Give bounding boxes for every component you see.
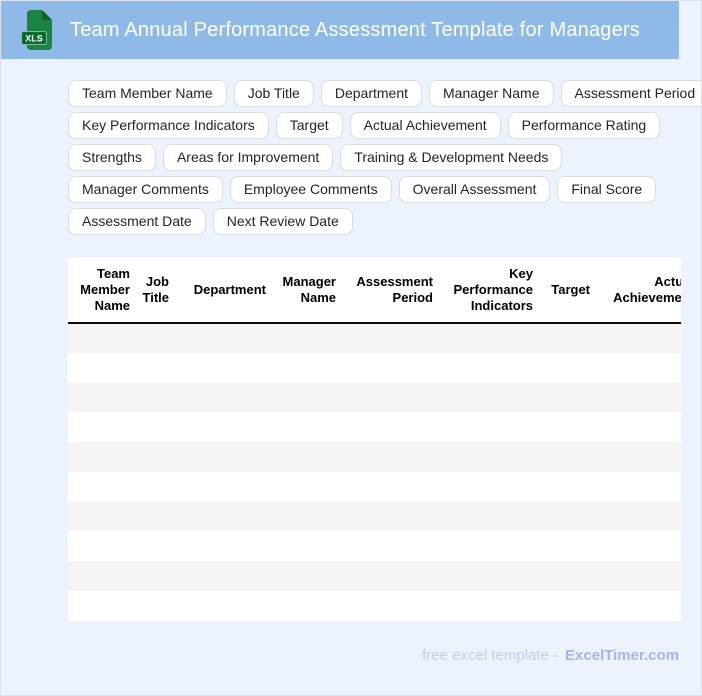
table-row — [68, 382, 681, 413]
chip-row: Strengths Areas for Improvement Training… — [68, 144, 701, 171]
chip-overall-assessment[interactable]: Overall Assessment — [398, 176, 551, 203]
table-row — [68, 590, 681, 621]
table-row — [68, 412, 681, 442]
chip-strengths[interactable]: Strengths — [68, 144, 156, 171]
col-header-team-member-name: Team Member Name — [68, 258, 133, 324]
chip-row: Assessment Date Next Review Date — [68, 208, 701, 235]
chip-manager-comments[interactable]: Manager Comments — [68, 176, 223, 203]
chip-row: Manager Comments Employee Comments Overa… — [68, 176, 701, 203]
page-title: Team Annual Performance Assessment Templ… — [70, 18, 640, 41]
chip-training-development-needs[interactable]: Training & Development Needs — [340, 144, 563, 171]
chip-next-review-date[interactable]: Next Review Date — [212, 208, 353, 235]
chip-assessment-date[interactable]: Assessment Date — [68, 208, 206, 235]
chip-areas-for-improvement[interactable]: Areas for Improvement — [162, 144, 334, 171]
table-row — [68, 561, 681, 591]
chip-row: Team Member Name Job Title Department Ma… — [68, 80, 701, 107]
col-header-target: Target — [536, 258, 593, 324]
table-row — [68, 471, 681, 502]
chip-team-member-name[interactable]: Team Member Name — [68, 80, 227, 107]
column-chip-list: Team Member Name Job Title Department Ma… — [68, 80, 701, 235]
col-header-job-title: Job Title — [133, 258, 172, 324]
chip-target[interactable]: Target — [275, 112, 343, 139]
header-bar: XLS Team Annual Performance Assessment T… — [1, 1, 679, 59]
table-row — [68, 442, 681, 472]
chip-manager-name[interactable]: Manager Name — [429, 80, 554, 107]
table-header-row: Team Member Name Job Title Department Ma… — [68, 258, 681, 324]
footer-tagline: free excel template - — [422, 647, 559, 664]
col-header-key-performance-indicators: Key Performance Indicators — [436, 258, 536, 324]
table-row — [68, 323, 681, 353]
footer: free excel template - ExcelTimer.com — [422, 647, 679, 664]
chip-performance-rating[interactable]: Performance Rating — [507, 112, 661, 139]
table-row — [68, 501, 681, 532]
chip-key-performance-indicators[interactable]: Key Performance Indicators — [68, 112, 269, 139]
chip-final-score[interactable]: Final Score — [557, 176, 657, 203]
col-header-assessment-period: Assessment Period — [339, 258, 436, 324]
col-header-department: Department — [172, 258, 269, 324]
chip-row: Key Performance Indicators Target Actual… — [68, 112, 701, 139]
chip-job-title[interactable]: Job Title — [233, 80, 314, 107]
template-preview-table: Team Member Name Job Title Department Ma… — [68, 258, 681, 621]
chip-department[interactable]: Department — [320, 80, 422, 107]
footer-brand-link[interactable]: ExcelTimer.com — [565, 647, 679, 664]
xls-icon-label: XLS — [25, 33, 43, 43]
col-header-manager-name: Manager Name — [269, 258, 339, 324]
chip-assessment-period[interactable]: Assessment Period — [560, 80, 701, 107]
table-row — [68, 352, 681, 383]
chip-actual-achievement[interactable]: Actual Achievement — [349, 112, 501, 139]
chip-employee-comments[interactable]: Employee Comments — [229, 176, 392, 203]
col-header-actual-achievement: Actual Achievement — [593, 258, 681, 324]
xls-file-icon: XLS — [21, 9, 52, 50]
table-row — [68, 531, 681, 561]
